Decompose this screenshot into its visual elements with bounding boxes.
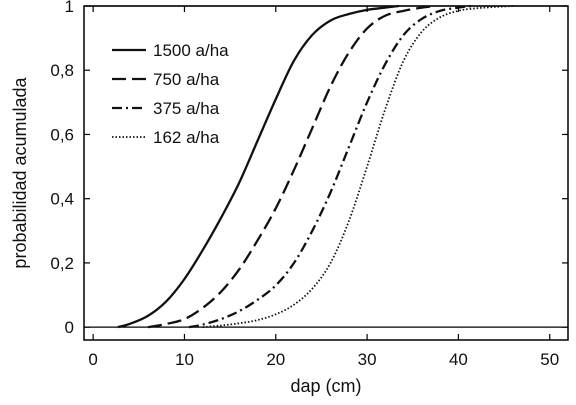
series-layer bbox=[117, 4, 514, 329]
legend-label-4: 162 a/ha bbox=[153, 128, 220, 147]
x-tick-label: 20 bbox=[266, 350, 285, 369]
y-tick-label: 0,2 bbox=[50, 254, 74, 273]
y-axis-ticks: 0 0,2 0,4 0,6 0,8 1 bbox=[50, 0, 568, 337]
y-tick-label: 0,6 bbox=[50, 125, 74, 144]
reference-lines bbox=[84, 5, 568, 328]
legend-label-1: 1500 a/ha bbox=[153, 41, 229, 60]
y-axis-label: probabilidad acumulada bbox=[10, 76, 30, 268]
x-tick-label: 0 bbox=[88, 350, 97, 369]
x-tick-label: 50 bbox=[540, 350, 559, 369]
legend-label-3: 375 a/ha bbox=[153, 99, 220, 118]
y-tick-label: 0,8 bbox=[50, 61, 74, 80]
legend: 1500 a/ha 750 a/ha 375 a/ha 162 a/ha bbox=[112, 41, 229, 147]
y-tick-label: 1 bbox=[65, 0, 74, 16]
series-line-3 bbox=[188, 4, 473, 329]
x-axis-label: dap (cm) bbox=[290, 376, 361, 396]
y-tick-label: 0 bbox=[65, 318, 74, 337]
legend-label-2: 750 a/ha bbox=[153, 70, 220, 89]
series-line-2 bbox=[147, 4, 436, 329]
x-tick-label: 40 bbox=[449, 350, 468, 369]
series-line-4 bbox=[202, 5, 514, 329]
series-line-1 bbox=[117, 4, 400, 329]
x-tick-label: 10 bbox=[175, 350, 194, 369]
x-tick-label: 30 bbox=[358, 350, 377, 369]
y-tick-label: 0,4 bbox=[50, 190, 74, 209]
x-axis-ticks: 0 10 20 30 40 50 bbox=[88, 6, 559, 369]
